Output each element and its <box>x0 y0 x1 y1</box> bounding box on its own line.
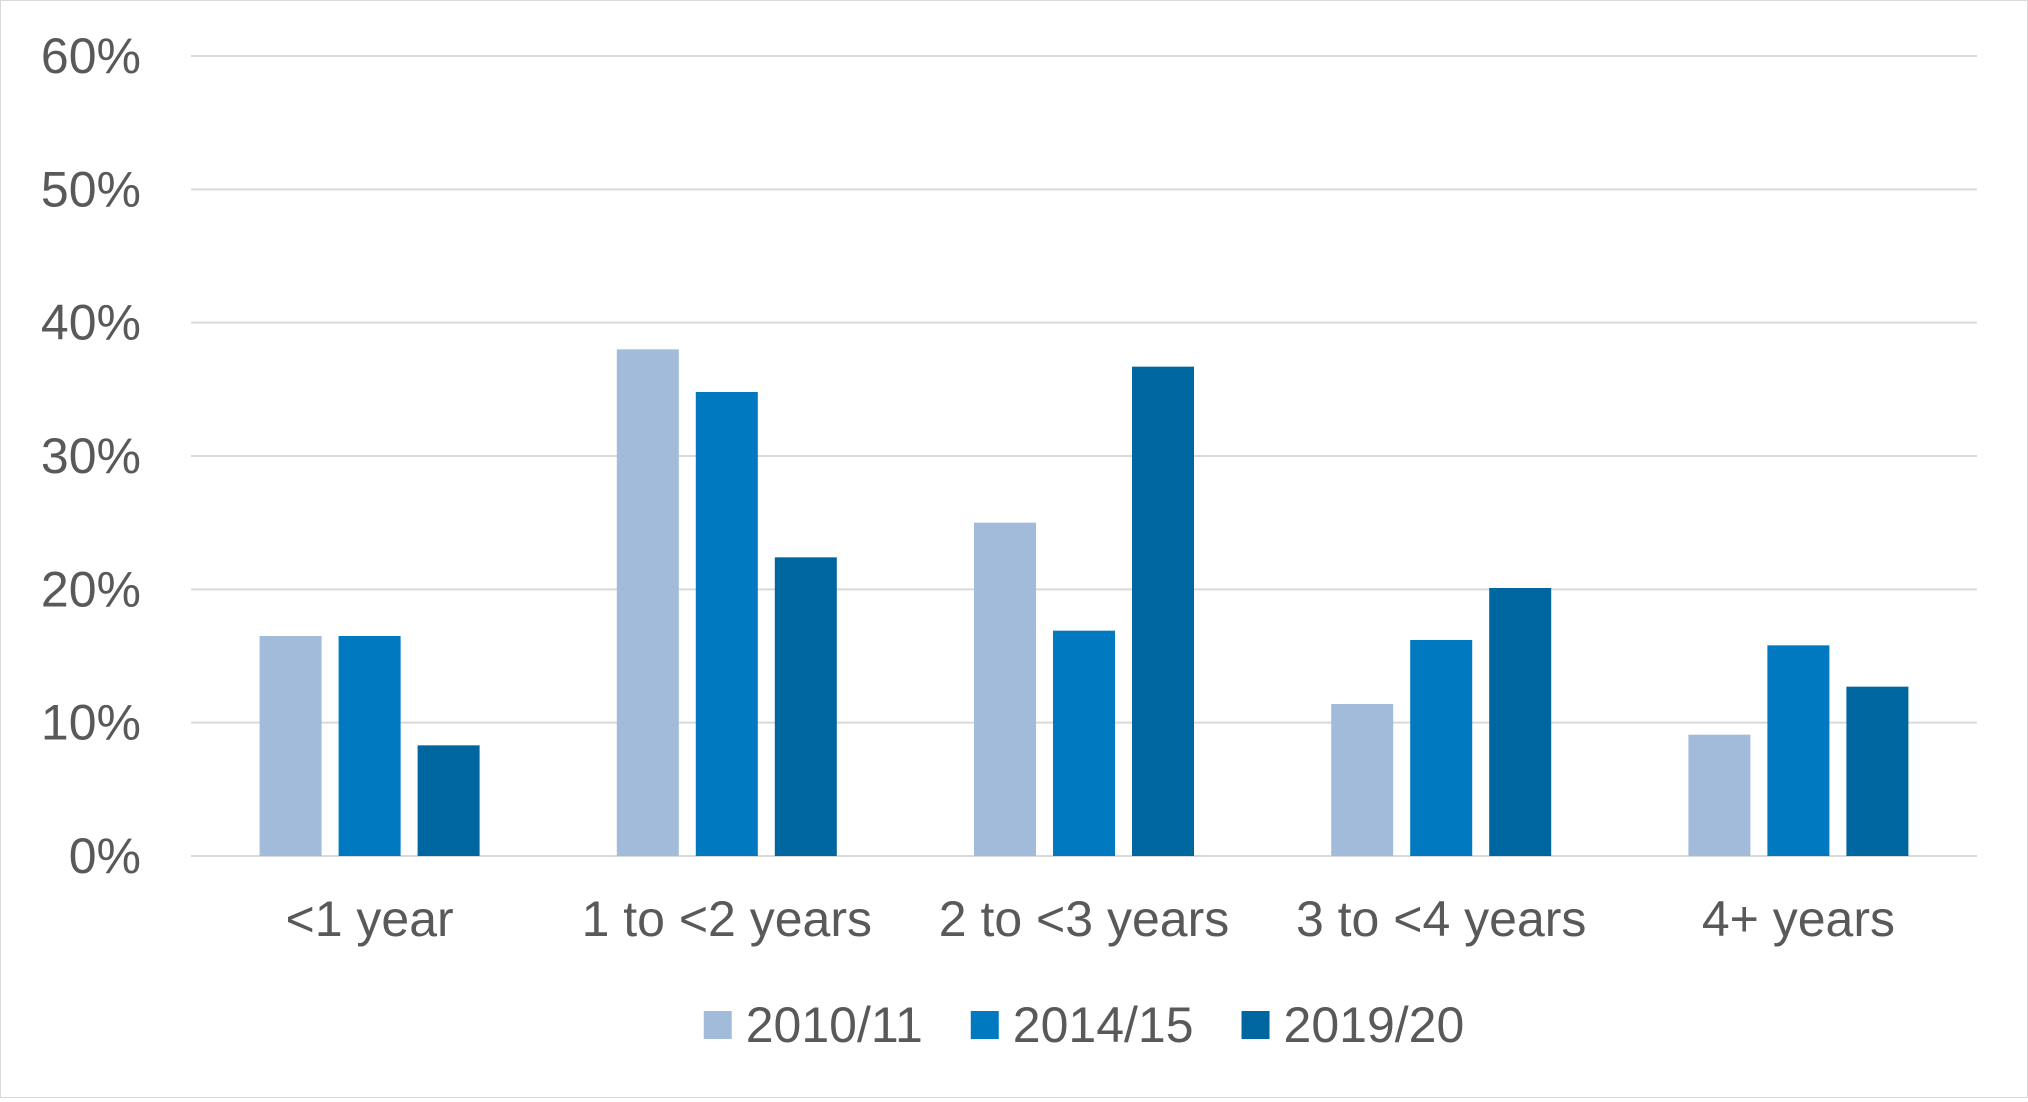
bar-2014-15 <box>1053 630 1115 856</box>
bar-2014-15 <box>695 392 758 856</box>
y-tick-label: 30% <box>41 428 141 484</box>
bar-2019-20 <box>1846 686 1909 856</box>
bar-2019-20 <box>1132 366 1194 856</box>
bar-2010-11 <box>1331 704 1394 856</box>
legend-label: 2010/11 <box>746 997 923 1053</box>
y-tick-label: 20% <box>41 561 141 617</box>
y-tick-label: 10% <box>41 695 141 751</box>
y-axis-tick-labels: 0% 10% 20% 30% 40% 50% 60% <box>41 28 141 884</box>
legend-swatch <box>1241 1011 1270 1039</box>
bar-2010-11 <box>616 349 679 856</box>
x-category-label: 4+ years <box>1702 891 1895 947</box>
x-category-label: 2 to <3 years <box>939 891 1229 947</box>
bar-2019-20 <box>417 745 480 856</box>
bar-2010-11 <box>974 522 1036 856</box>
bar-2019-20 <box>774 557 837 856</box>
legend-swatch <box>703 1011 732 1039</box>
legend-swatch <box>970 1011 999 1039</box>
x-axis-category-labels: <1 year 1 to <2 years 2 to <3 years 3 to <4… <box>286 891 1895 947</box>
bar-2019-20 <box>1489 588 1552 856</box>
bar-2014-15 <box>1410 640 1473 856</box>
y-tick-label: 0% <box>69 828 141 884</box>
legend-item: 2019/20 <box>1241 997 1465 1053</box>
x-category-label: 1 to <2 years <box>582 891 872 947</box>
y-tick-label: 50% <box>41 161 141 217</box>
bar-2014-15 <box>1767 645 1830 856</box>
gridlines <box>191 55 1977 857</box>
bar-2010-11 <box>1688 734 1751 856</box>
legend: 2010/11 2014/15 2019/20 <box>703 997 1465 1053</box>
bars <box>259 349 1909 856</box>
x-category-label: <1 year <box>286 891 454 947</box>
bar-2010-11 <box>259 636 322 856</box>
legend-label: 2019/20 <box>1284 997 1465 1053</box>
legend-item: 2014/15 <box>970 997 1194 1053</box>
y-tick-label: 40% <box>41 295 141 351</box>
y-tick-label: 60% <box>41 28 141 84</box>
legend-item: 2010/11 <box>703 997 923 1053</box>
bar-2014-15 <box>338 636 401 856</box>
legend-label: 2014/15 <box>1013 997 1194 1053</box>
x-category-label: 3 to <4 years <box>1296 891 1586 947</box>
